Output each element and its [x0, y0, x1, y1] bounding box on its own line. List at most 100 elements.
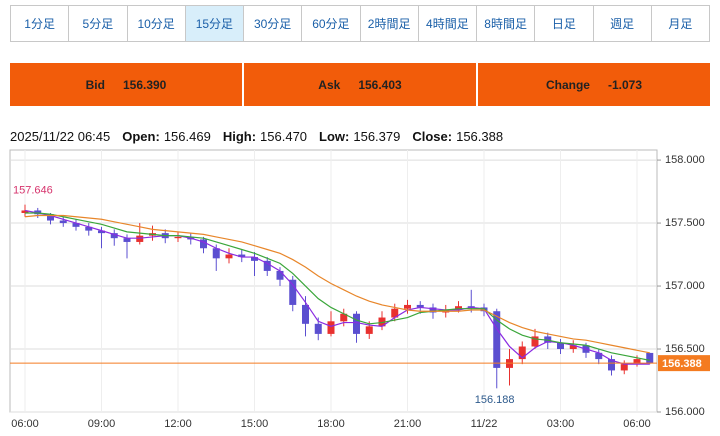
tab[interactable]: 1分足	[11, 6, 70, 41]
x-tick-label: 21:00	[394, 418, 422, 430]
info-label: Low:	[319, 129, 350, 144]
y-tick-label: 156.500	[665, 343, 705, 355]
ohlc-info: 2025/11/22 06:45 Open: 156.469 High: 156.470…	[10, 129, 503, 144]
candle-body	[276, 270, 284, 280]
x-tick-label: 12:00	[164, 418, 192, 430]
y-tick-label: 158.000	[665, 154, 705, 166]
candle-body	[493, 311, 501, 368]
candle-body	[251, 257, 258, 261]
candle-body	[225, 254, 233, 259]
quote-value: 156.403	[358, 77, 402, 92]
candle-body	[429, 307, 437, 313]
y-tick-label: 156.000	[665, 406, 705, 418]
candle-body	[289, 279, 297, 305]
moving-average	[24, 209, 650, 365]
candle-body	[378, 317, 386, 327]
extreme-label: 157.646	[13, 185, 53, 197]
candle-body	[47, 214, 54, 221]
candle-body	[633, 359, 641, 365]
tab[interactable]: 月足	[651, 6, 709, 41]
info-label: Open:	[122, 129, 160, 144]
candle-body	[569, 345, 577, 350]
candle-body	[85, 226, 93, 231]
info-value: 156.469	[163, 129, 211, 144]
candle-body	[212, 248, 220, 259]
candle-body	[238, 254, 246, 258]
moving-average	[24, 214, 650, 354]
candle-body	[518, 346, 526, 360]
candle-body	[200, 239, 207, 249]
tab[interactable]: 2時間足	[360, 6, 419, 41]
candle-body	[557, 342, 564, 350]
info-value: 156.470	[260, 129, 308, 144]
candle-body	[314, 323, 322, 334]
quote-box: Change -1.073	[478, 63, 710, 106]
candle-body	[467, 306, 475, 308]
current-price-label: 156.388	[662, 358, 702, 370]
candle-body	[455, 306, 462, 310]
info-value: 156.388	[456, 129, 504, 144]
x-tick-label: 09:00	[88, 418, 116, 430]
moving-average	[25, 212, 650, 361]
tab[interactable]: 週足	[593, 6, 652, 41]
y-tick-label: 157.500	[665, 217, 705, 229]
candle-body	[98, 230, 105, 234]
candle-body	[110, 233, 118, 239]
x-tick-label: 03:00	[547, 418, 575, 430]
plot-area	[9, 149, 658, 413]
tab[interactable]: 5分足	[69, 6, 128, 41]
quote-label: Change	[545, 77, 590, 92]
info-label: Close:	[412, 129, 453, 144]
candle-body	[327, 321, 335, 334]
current-price-box	[658, 355, 710, 372]
candle-body	[263, 260, 271, 271]
candle-body	[595, 352, 603, 360]
quote-value: -1.073	[607, 77, 643, 92]
candle-body	[646, 352, 654, 364]
quote-bar: Bid 156.390 Ask 156.403 Change -1.073	[10, 63, 710, 106]
candle-body	[340, 313, 348, 322]
tab[interactable]: 30分足	[244, 6, 303, 41]
candle-body	[21, 210, 29, 213]
candle-body	[353, 313, 360, 334]
x-tick-label: 15:00	[241, 418, 269, 430]
candle-body	[302, 304, 309, 324]
quote-label: Ask	[318, 77, 341, 92]
quote-box: Ask 156.403	[244, 63, 476, 106]
x-tick-label: 06:00	[11, 418, 39, 430]
candle-body	[123, 238, 131, 242]
quote-box: Bid 156.390	[10, 63, 242, 106]
quote-value: 156.390	[122, 77, 167, 92]
tab[interactable]: 日足	[535, 6, 594, 41]
quote-label: Bid	[85, 77, 105, 92]
extreme-label: 156.188	[475, 394, 515, 406]
tab[interactable]: 8時間足	[477, 6, 536, 41]
candle-body	[365, 326, 373, 334]
candle-body	[404, 304, 411, 309]
candle-body	[531, 336, 539, 347]
candle-body	[174, 236, 182, 239]
candle-body	[391, 308, 399, 318]
tab[interactable]: 60分足	[302, 6, 361, 41]
y-tick-label: 157.000	[665, 280, 705, 292]
candle-body	[59, 220, 67, 224]
tab[interactable]: 15分足	[185, 6, 244, 41]
x-tick-label: 18:00	[317, 418, 345, 430]
candle-body	[608, 359, 615, 371]
candle-body	[136, 235, 144, 242]
date: 2025/11/22 06:45	[10, 129, 111, 144]
candle-body	[544, 336, 552, 343]
timeframe-tabs: 1分足 5分足 10分足 15分足 30分足 60分足 2時間足 4時間足 8時間足 日足 週足 月足	[10, 5, 710, 42]
info-value: 156.379	[353, 129, 401, 144]
candle-body	[416, 304, 424, 308]
info-label: High:	[222, 129, 257, 144]
tab[interactable]: 10分足	[127, 6, 186, 41]
candle-body	[72, 223, 80, 227]
x-tick-label: 11/22	[471, 418, 498, 430]
candle-body	[34, 210, 42, 215]
candle-body	[620, 364, 628, 371]
x-tick-label: 06:00	[623, 418, 651, 430]
tab[interactable]: 4時間足	[418, 6, 477, 41]
